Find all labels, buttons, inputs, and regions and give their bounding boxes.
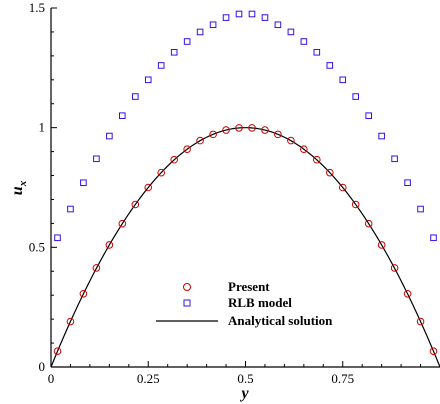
x-tick-label: 0 bbox=[48, 371, 55, 386]
rlb-point bbox=[378, 132, 385, 140]
rlb-point bbox=[170, 48, 178, 56]
rlb-point bbox=[157, 62, 165, 69]
present-point bbox=[300, 145, 308, 154]
rlb-point bbox=[106, 132, 113, 140]
rlb-point bbox=[430, 234, 437, 242]
present-point bbox=[338, 183, 347, 192]
rlb-point bbox=[235, 10, 243, 18]
rlb-point bbox=[352, 93, 360, 100]
rlb-point bbox=[339, 76, 347, 84]
rlb-point bbox=[144, 76, 152, 84]
legend-rlb-marker bbox=[183, 299, 191, 307]
present-series bbox=[53, 124, 438, 356]
present-point bbox=[79, 289, 88, 298]
present-point bbox=[183, 145, 191, 154]
ticks bbox=[50, 7, 422, 368]
legend: Present RLB model Analytical solution bbox=[156, 279, 333, 328]
x-tick-label: 0.5 bbox=[237, 371, 253, 386]
present-point bbox=[209, 130, 217, 139]
rlb-point bbox=[80, 179, 87, 187]
present-point bbox=[351, 200, 360, 209]
x-tick-label: 0.75 bbox=[331, 371, 354, 386]
present-point bbox=[157, 168, 166, 177]
legend-present-label: Present bbox=[228, 279, 270, 294]
rlb-series bbox=[54, 10, 437, 242]
y-tick-label: 1.5 bbox=[29, 0, 45, 15]
present-point bbox=[118, 219, 127, 228]
present-point bbox=[390, 264, 399, 272]
present-point bbox=[53, 347, 62, 356]
tick-labels: 0 0.25 0.5 0.75 0 0.5 1 1.5 bbox=[29, 0, 354, 386]
y-tick-label: 0.5 bbox=[29, 239, 45, 254]
rlb-point bbox=[326, 62, 334, 69]
rlb-point bbox=[417, 205, 424, 213]
present-point bbox=[131, 200, 140, 209]
analytical-series bbox=[50, 127, 440, 368]
present-point bbox=[105, 241, 114, 249]
x-axis-label: y bbox=[239, 385, 249, 402]
svg-text:ux: ux bbox=[9, 180, 29, 195]
present-point bbox=[66, 317, 75, 326]
present-point bbox=[274, 130, 282, 139]
present-point bbox=[287, 136, 295, 145]
rlb-point bbox=[261, 14, 269, 21]
y-tick-label: 0 bbox=[39, 359, 46, 374]
present-point bbox=[429, 347, 438, 356]
present-point bbox=[170, 155, 178, 164]
present-point bbox=[364, 219, 373, 228]
rlb-point bbox=[196, 28, 204, 36]
y-tick-label: 1 bbox=[39, 120, 46, 135]
y-axis-label: u bbox=[9, 186, 26, 195]
present-point bbox=[222, 126, 230, 134]
present-point bbox=[325, 168, 334, 177]
rlb-point bbox=[222, 14, 230, 21]
rlb-point bbox=[287, 28, 295, 36]
rlb-point bbox=[119, 112, 126, 120]
legend-analytical-label: Analytical solution bbox=[228, 313, 333, 328]
rlb-point bbox=[54, 234, 61, 242]
present-point bbox=[313, 155, 321, 164]
y-axis-label-group: ux bbox=[9, 180, 29, 195]
x-tick-label: 0.25 bbox=[137, 371, 160, 386]
rlb-point bbox=[300, 38, 308, 45]
rlb-point bbox=[274, 21, 282, 29]
rlb-point bbox=[131, 93, 139, 100]
present-point bbox=[416, 317, 425, 326]
analytical-line bbox=[50, 127, 440, 368]
present-point bbox=[144, 183, 153, 192]
present-point bbox=[235, 124, 243, 132]
rlb-point bbox=[209, 21, 217, 29]
rlb-point bbox=[391, 155, 398, 163]
present-point bbox=[196, 136, 204, 145]
rlb-point bbox=[365, 112, 372, 120]
present-point bbox=[403, 289, 412, 298]
present-point bbox=[92, 264, 101, 272]
rlb-point bbox=[183, 38, 191, 45]
present-point bbox=[248, 124, 256, 132]
rlb-point bbox=[404, 179, 411, 187]
present-point bbox=[377, 241, 386, 249]
rlb-point bbox=[313, 48, 321, 56]
rlb-point bbox=[93, 155, 100, 163]
present-point bbox=[261, 126, 269, 134]
legend-rlb-label: RLB model bbox=[228, 295, 292, 310]
rlb-point bbox=[67, 205, 74, 213]
legend-present-marker bbox=[183, 283, 191, 291]
y-axis-label-subscript: x bbox=[17, 180, 29, 187]
rlb-point bbox=[248, 10, 256, 18]
